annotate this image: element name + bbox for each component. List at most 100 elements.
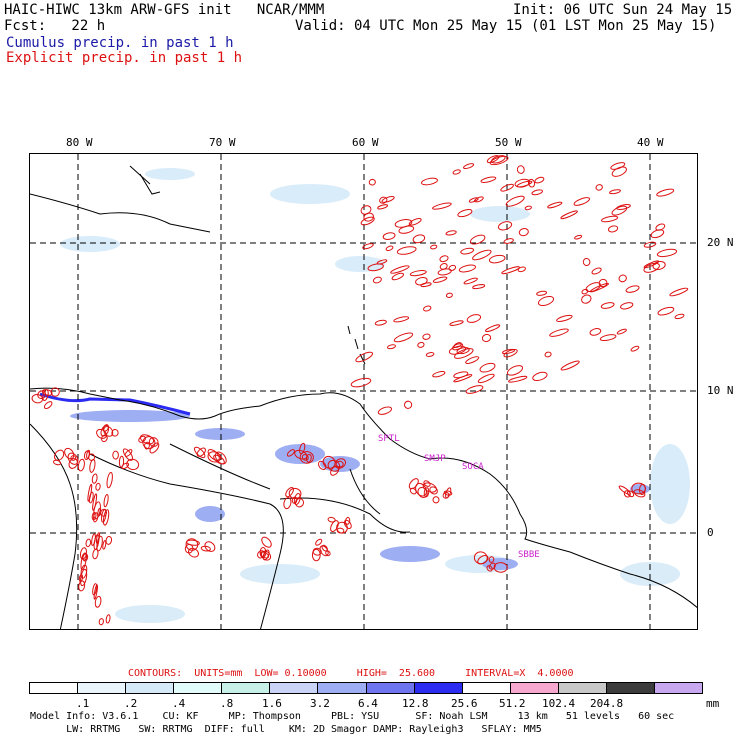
precip-contour (41, 389, 53, 396)
precip-contour (101, 508, 107, 523)
precip-contour (549, 328, 569, 337)
precip-contour (79, 568, 88, 587)
precip-contour (96, 535, 103, 552)
legend-swatch (655, 683, 703, 693)
precip-contour (184, 543, 194, 554)
precip-contour (527, 178, 536, 188)
precip-contour (101, 434, 108, 443)
legend-swatch (366, 683, 415, 693)
precip-contour (82, 553, 89, 562)
lon-label-80w: 80 W (66, 136, 93, 149)
precip-contour (299, 442, 306, 455)
precip-contour (432, 371, 446, 378)
precip-contour (488, 556, 495, 563)
precip-contour (532, 371, 548, 382)
precip-contour (432, 202, 452, 210)
legend-tick: .8 (220, 697, 234, 710)
precip-contour (207, 451, 222, 463)
lon-label-70w: 70 W (209, 136, 236, 149)
precip-contour (643, 241, 657, 248)
precip-contour (458, 264, 477, 273)
precip-contour (336, 521, 348, 534)
precip-contour (95, 482, 101, 491)
precip-contour (497, 221, 513, 231)
precip-contour (537, 295, 555, 307)
precip-contour (149, 442, 160, 454)
precip-contour (560, 210, 578, 220)
precip-contour (52, 459, 62, 466)
forecast-hour: Fcst: 22 h (4, 18, 106, 34)
precip-contour (643, 262, 660, 273)
precip-contour (286, 449, 295, 457)
model-title: HAIC-HIWC 13km ARW-GFS init NCAR/MMM (4, 2, 325, 18)
precip-contour (121, 462, 130, 470)
precip-contour (291, 496, 298, 504)
precip-contour (91, 473, 98, 484)
legend-swatch (222, 683, 271, 693)
precip-contour (374, 319, 387, 326)
precip-contour (573, 197, 591, 206)
precip-contour (78, 580, 86, 592)
precip-contour (472, 284, 486, 290)
precip-contour (379, 196, 388, 204)
explicit-precip-contours (31, 155, 689, 626)
precip-contour (317, 460, 327, 471)
precip-contour (408, 218, 422, 226)
precip-contour (396, 246, 417, 255)
precip-contour (363, 212, 375, 222)
precip-contour (194, 446, 206, 459)
precip-contour (112, 450, 119, 460)
precip-contour (423, 480, 431, 487)
precip-contour (432, 496, 440, 504)
precip-contour (474, 196, 484, 203)
legend-tick: 1.6 (262, 697, 282, 710)
precip-contour (31, 394, 44, 404)
precip-contour (64, 447, 75, 460)
precip-contour (623, 490, 631, 498)
precip-contour (98, 618, 104, 626)
precip-contour (386, 344, 397, 350)
precip-contour (138, 435, 146, 443)
precip-contour (448, 264, 457, 271)
precip-contour (656, 188, 675, 197)
legend-tick: 12.8 (402, 697, 429, 710)
precip-contour (96, 428, 107, 439)
precip-contour (599, 334, 617, 342)
precip-contour (381, 196, 395, 203)
precip-contour (505, 195, 525, 207)
precip-contour (456, 347, 470, 355)
precip-contour (325, 550, 331, 557)
precip-contour (111, 429, 119, 437)
precip-contour (457, 209, 473, 218)
legend-swatch (558, 683, 607, 693)
precip-contour (582, 258, 591, 266)
precip-contour (480, 176, 497, 183)
legend-swatch (318, 683, 367, 693)
precip-contour (439, 255, 449, 263)
precip-contour (299, 451, 314, 464)
precip-contour (409, 270, 427, 277)
legend-swatch (270, 683, 319, 693)
legend-swatch (606, 683, 656, 693)
precip-contour (382, 232, 396, 240)
precip-contour (465, 385, 484, 394)
precip-contour (422, 333, 431, 340)
lat-label-20n: 20 N (707, 236, 734, 249)
precip-contour (67, 452, 79, 465)
precip-map: SPTL SMJP SOCA SBBE (29, 153, 698, 630)
precip-contour (643, 260, 660, 269)
precip-contour (547, 201, 563, 209)
precip-contour (503, 238, 514, 244)
precip-contour (376, 259, 388, 265)
precip-contour (393, 332, 414, 343)
precip-contour (500, 183, 514, 192)
precip-contour (185, 538, 199, 551)
precip-contour (501, 266, 520, 275)
station-label-smjp: SMJP (424, 454, 446, 464)
precip-contour (598, 278, 608, 288)
precip-contour (118, 455, 125, 468)
precip-contour (327, 516, 336, 523)
contours-info: CONTOURS: UNITS=mm LOW= 0.10000 HIGH= 25… (128, 668, 574, 679)
precip-contour (524, 205, 532, 211)
precip-contour (454, 348, 474, 359)
